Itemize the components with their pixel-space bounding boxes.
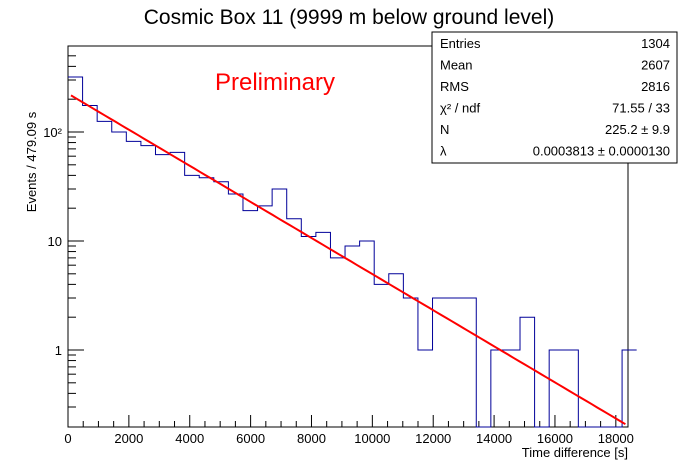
x-tick-label: 2000 xyxy=(114,431,143,446)
stats-value: 2816 xyxy=(641,79,670,94)
histogram-series xyxy=(68,76,637,428)
stats-value: 1304 xyxy=(641,36,670,51)
x-tick-label: 4000 xyxy=(175,431,204,446)
stats-key: N xyxy=(440,122,449,137)
stats-key: Mean xyxy=(440,58,473,73)
x-tick-label: 12000 xyxy=(415,431,451,446)
x-axis: 0 2000 4000 6000 8000 10000 12000 14000 16000 180… xyxy=(64,415,634,446)
stats-box: Entries 1304 Mean 2607 RMS 2816 χ² / ndf 71.55 … xyxy=(431,31,678,164)
x-axis-title: Time difference [s] xyxy=(522,445,628,460)
x-tick-label: 6000 xyxy=(236,431,265,446)
x-tick-label: 8000 xyxy=(297,431,326,446)
stats-key: λ xyxy=(440,144,447,159)
x-tick-label: 0 xyxy=(64,431,71,446)
stats-key: χ² / ndf xyxy=(440,101,480,116)
stats-box-frame xyxy=(431,31,678,164)
y-tick-label: 10 xyxy=(48,234,62,249)
x-tick-label: 14000 xyxy=(476,431,512,446)
x-tick-label: 16000 xyxy=(537,431,573,446)
y-tick-label: 1 xyxy=(55,343,62,358)
stats-value: 0.0003813 ± 0.0000130 xyxy=(533,144,670,159)
stats-value: 71.55 / 33 xyxy=(612,101,670,116)
preliminary-label: Preliminary xyxy=(215,69,335,96)
y-tick-label: 10² xyxy=(43,125,62,140)
fit-line xyxy=(70,94,626,426)
y-axis: 1 10 10² xyxy=(43,55,84,408)
stats-value: 225.2 ± 9.9 xyxy=(605,122,670,137)
stats-value: 2607 xyxy=(641,58,670,73)
x-tick-label: 10000 xyxy=(354,431,390,446)
y-axis-title: Events / 479.09 s xyxy=(24,111,39,212)
chart-title: Cosmic Box 11 (9999 m below ground level… xyxy=(144,6,554,29)
plot-frame xyxy=(67,45,629,428)
stats-key: RMS xyxy=(440,79,469,94)
stats-key: Entries xyxy=(440,36,481,51)
x-tick-label: 18000 xyxy=(598,431,634,446)
